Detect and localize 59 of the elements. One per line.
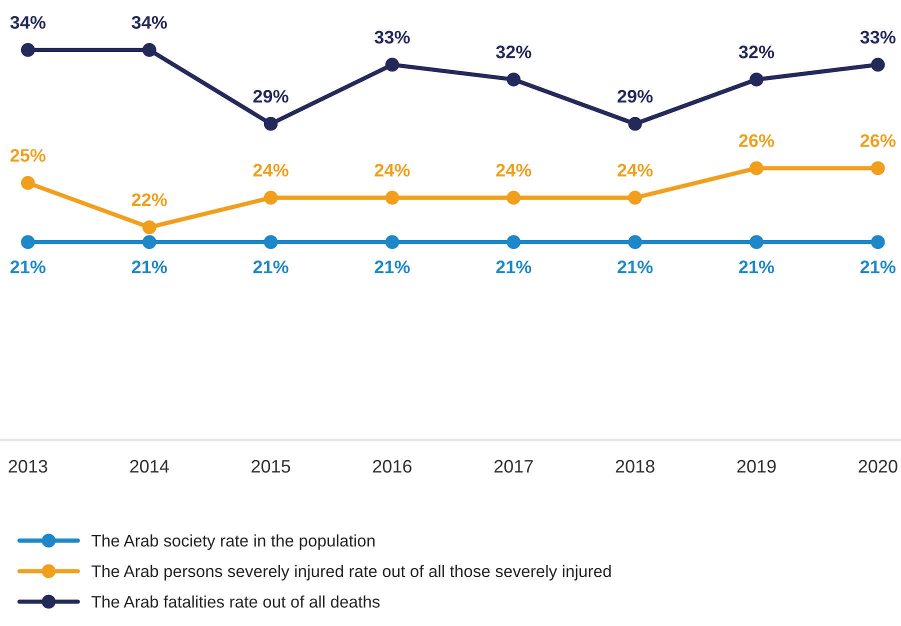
point xyxy=(142,235,156,250)
point xyxy=(870,161,885,176)
data-label: 34% xyxy=(10,16,46,29)
point xyxy=(20,235,35,250)
data-label: 21% xyxy=(132,260,167,274)
legend-label: The Arab persons severely injured rate out of all those severely injured xyxy=(92,564,611,580)
data-label: 24% xyxy=(618,164,653,177)
point xyxy=(628,190,642,205)
data-label: 21% xyxy=(496,260,532,274)
x-tick-label: 2019 xyxy=(737,460,776,473)
data-label: 29% xyxy=(618,90,653,103)
point xyxy=(750,235,764,250)
data-label: 21% xyxy=(739,260,774,274)
data-label: 21% xyxy=(10,260,46,274)
data-label: 21% xyxy=(618,260,653,274)
data-label: 21% xyxy=(860,260,896,274)
x-tick-label: 2016 xyxy=(373,460,412,473)
point xyxy=(20,43,35,57)
data-label: 32% xyxy=(496,46,532,58)
data-label: 24% xyxy=(496,164,532,177)
point xyxy=(750,72,764,86)
point xyxy=(142,220,156,234)
data-label: 25% xyxy=(10,149,46,162)
point xyxy=(628,116,642,131)
point xyxy=(264,235,278,250)
point xyxy=(385,190,400,205)
point xyxy=(506,190,521,205)
data-label: 26% xyxy=(739,134,774,148)
data-label: 33% xyxy=(860,30,896,44)
point xyxy=(750,161,764,176)
x-tick-label: 2018 xyxy=(616,460,654,473)
data-label: 33% xyxy=(374,30,410,44)
x-tick-label: 2013 xyxy=(8,460,48,473)
point xyxy=(385,235,400,250)
x-tick-label: 2017 xyxy=(494,460,533,473)
legend-label: The Arab fatalities rate out of all deaths xyxy=(92,595,380,608)
point xyxy=(870,58,885,72)
point xyxy=(142,43,156,57)
x-tick-label: 2014 xyxy=(130,460,169,473)
point xyxy=(506,72,521,86)
point xyxy=(385,58,400,72)
legend-label: The Arab society rate in the population xyxy=(92,534,375,550)
point xyxy=(870,235,885,250)
point xyxy=(628,235,642,250)
point xyxy=(264,190,278,205)
data-label: 22% xyxy=(132,193,167,206)
x-tick-label: 2015 xyxy=(252,460,290,473)
x-tick-label: 2020 xyxy=(858,460,898,473)
data-label: 26% xyxy=(860,134,896,148)
data-label: 29% xyxy=(253,90,288,103)
point xyxy=(264,116,278,131)
point xyxy=(20,176,35,190)
data-label: 32% xyxy=(738,46,774,58)
point xyxy=(506,235,521,250)
data-label: 24% xyxy=(253,164,288,177)
data-label: 21% xyxy=(253,260,288,274)
data-label: 34% xyxy=(132,16,167,29)
data-label: 21% xyxy=(374,260,410,274)
data-label: 24% xyxy=(374,164,410,177)
